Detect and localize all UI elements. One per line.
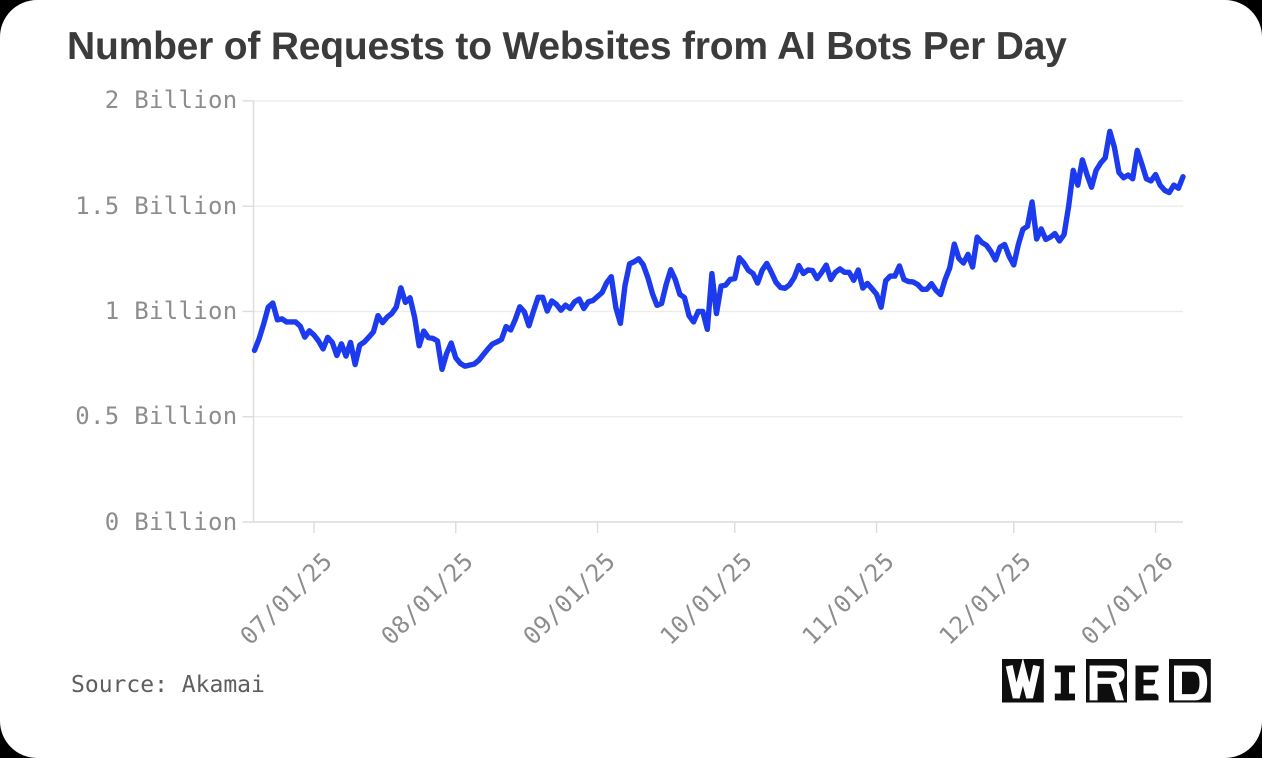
chart-title: Number of Requests to Websites from AI B… [67,25,1067,68]
wired-logo-letter-W [1002,659,1044,703]
wired-logo-letter-R [1085,659,1128,703]
y-tick-label: 1.5 Billion [75,191,238,220]
wired-logo-letter-D [1169,659,1211,703]
wired-logo [1002,659,1211,703]
y-tick-label: 2 Billion [104,86,238,115]
wired-logo-letter-I [1044,659,1086,703]
wired-logo-letter-E [1127,659,1169,703]
data-line [251,128,1186,373]
y-tick-label: 0 Billion [104,507,238,536]
y-tick-label: 1 Billion [104,296,238,325]
y-tick-label: 0.5 Billion [75,402,238,431]
source-label: Source: Akamai [71,672,265,698]
